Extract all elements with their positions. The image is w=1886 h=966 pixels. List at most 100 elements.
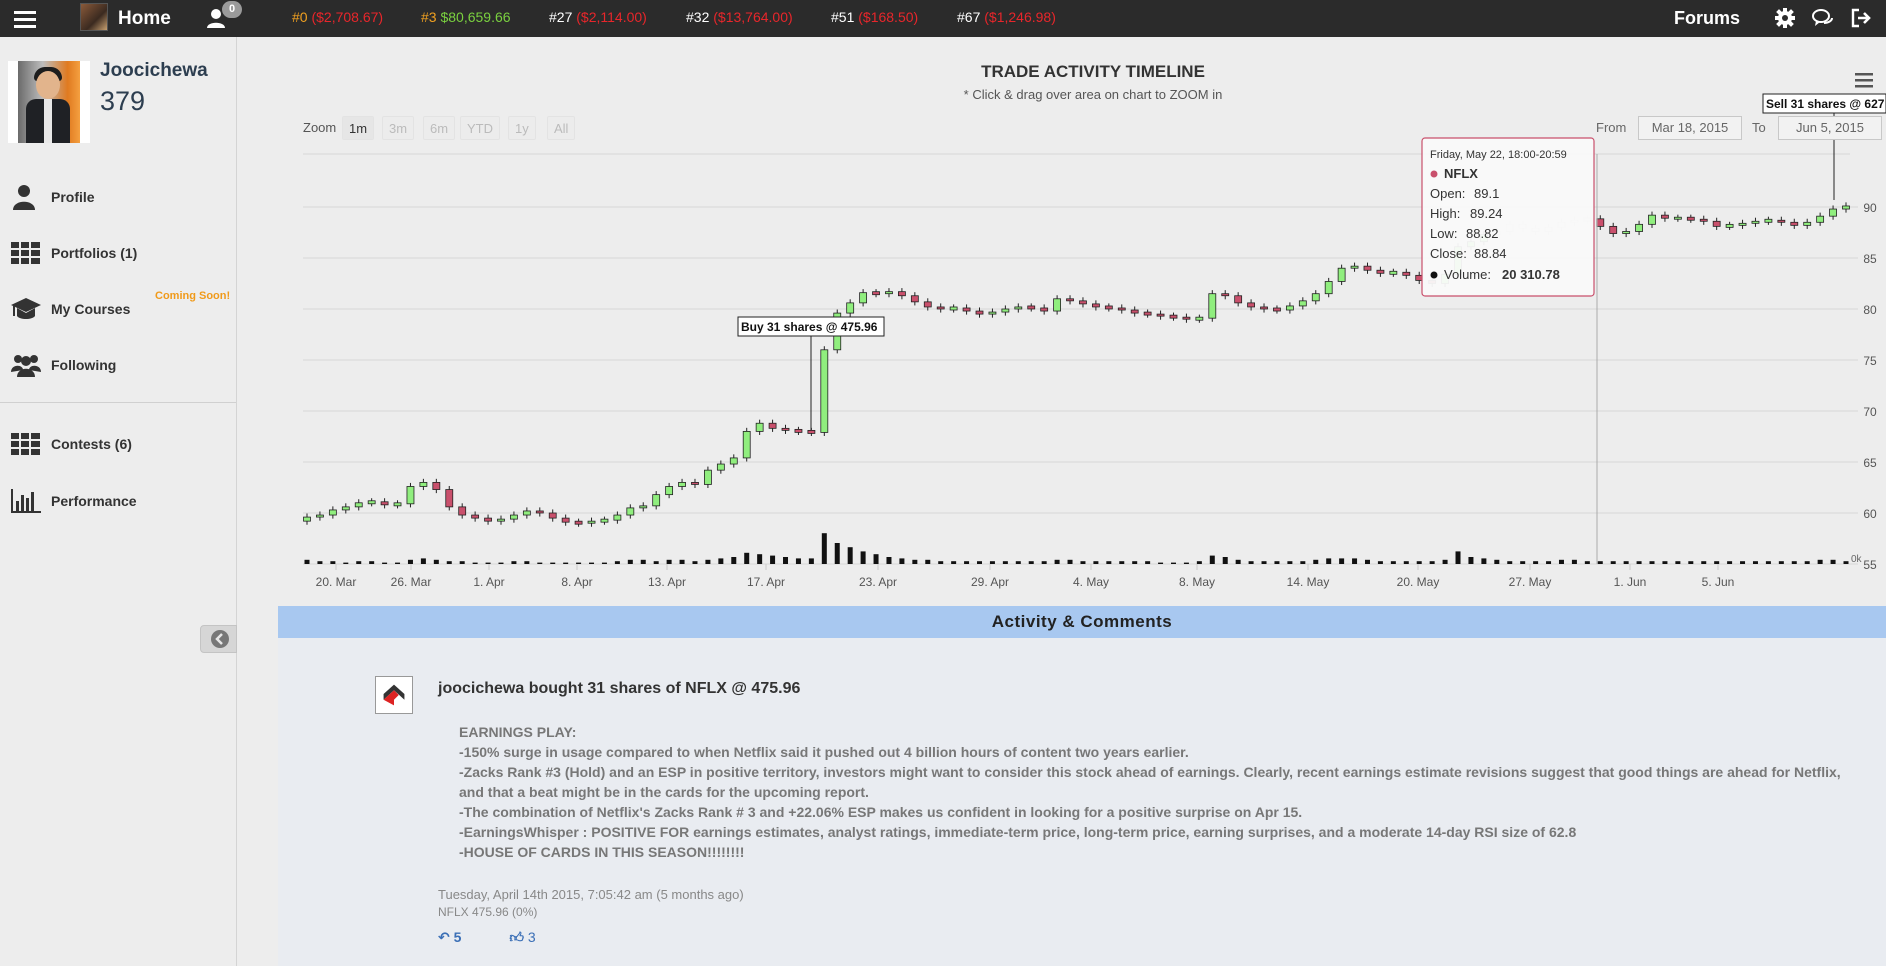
- post-avatar-logo[interactable]: [375, 676, 413, 714]
- candle-body[interactable]: [988, 311, 997, 315]
- ticker-item[interactable]: #27 ($2,114.00): [549, 9, 647, 25]
- candle-body[interactable]: [510, 514, 518, 520]
- candle-body[interactable]: [820, 349, 829, 433]
- candle-body[interactable]: [1699, 218, 1708, 222]
- candle-body[interactable]: [923, 301, 932, 308]
- zoom-1m-button[interactable]: 1m: [342, 116, 375, 140]
- sidebar-item-contests[interactable]: Contests (6): [0, 424, 236, 464]
- candle-body[interactable]: [548, 512, 557, 519]
- candle-body[interactable]: [885, 291, 893, 295]
- ticker-item[interactable]: #67 ($1,246.98): [957, 9, 1056, 25]
- candle-body[interactable]: [898, 291, 906, 297]
- candle-body[interactable]: [1790, 221, 1799, 226]
- candle-body[interactable]: [1803, 221, 1812, 226]
- candle-body[interactable]: [1596, 218, 1605, 227]
- candle-body[interactable]: [341, 506, 350, 511]
- candle-body[interactable]: [316, 514, 324, 518]
- candle-body[interactable]: [1208, 293, 1217, 319]
- candle-body[interactable]: [1725, 223, 1734, 228]
- candle-body[interactable]: [1350, 265, 1359, 269]
- candle-body[interactable]: [678, 481, 686, 487]
- candle-body[interactable]: [1285, 305, 1294, 311]
- candle-body[interactable]: [691, 481, 699, 485]
- chat-icon[interactable]: [1812, 7, 1834, 29]
- candle-body[interactable]: [1091, 303, 1100, 308]
- candle-body[interactable]: [471, 514, 480, 519]
- ticker-item[interactable]: #0 ($2,708.67): [292, 9, 384, 25]
- candle-body[interactable]: [1079, 300, 1087, 305]
- candle-body[interactable]: [303, 516, 311, 522]
- candle-body[interactable]: [393, 502, 402, 507]
- candle-body[interactable]: [458, 506, 467, 516]
- candle-body[interactable]: [419, 481, 428, 487]
- candle-body[interactable]: [729, 457, 738, 465]
- candle-body[interactable]: [1014, 306, 1023, 310]
- candle-body[interactable]: [1738, 222, 1747, 226]
- candle-body[interactable]: [1234, 295, 1243, 304]
- candle-body[interactable]: [354, 502, 363, 508]
- candle-body[interactable]: [768, 422, 777, 429]
- candle-body[interactable]: [872, 291, 880, 296]
- profile-name[interactable]: Joocichewa: [100, 60, 208, 81]
- candle-body[interactable]: [328, 509, 337, 516]
- candle-body[interactable]: [1247, 302, 1255, 308]
- candle-body[interactable]: [742, 430, 751, 459]
- candle-body[interactable]: [794, 428, 803, 433]
- candle-body[interactable]: [1324, 281, 1333, 295]
- candle-body[interactable]: [1066, 298, 1074, 302]
- candle-body[interactable]: [1777, 219, 1786, 223]
- candlestick-chart-svg[interactable]: 55 60 65 70 75 80 85 90 0k 20. Mar 26. Mar 1. Apr 8.…: [278, 50, 1886, 605]
- ticker-item[interactable]: #51 ($168.50): [831, 9, 919, 25]
- candle-body[interactable]: [445, 489, 454, 508]
- candle-body[interactable]: [1648, 214, 1656, 225]
- candle-body[interactable]: [613, 514, 622, 521]
- candle-body[interactable]: [1182, 316, 1191, 320]
- candle-body[interactable]: [380, 501, 389, 506]
- candle-body[interactable]: [1053, 298, 1062, 312]
- candle-body[interactable]: [1673, 216, 1682, 220]
- gear-icon[interactable]: [1774, 7, 1796, 29]
- candle-body[interactable]: [1363, 265, 1372, 271]
- candle-body[interactable]: [846, 302, 855, 314]
- candle-body[interactable]: [1686, 216, 1695, 221]
- logout-icon[interactable]: [1850, 7, 1872, 29]
- sidebar-item-profile[interactable]: Profile: [0, 177, 236, 217]
- candle-body[interactable]: [432, 481, 441, 490]
- trade-activity-chart[interactable]: 55 60 65 70 75 80 85 90 0k 20. Mar 26. Mar 1. Apr 8.…: [278, 50, 1886, 605]
- candle-body[interactable]: [626, 507, 635, 516]
- candle-body[interactable]: [1156, 313, 1165, 317]
- candle-body[interactable]: [716, 463, 725, 471]
- candle-body[interactable]: [1337, 267, 1346, 282]
- candle-body[interactable]: [1609, 225, 1618, 234]
- candle-body[interactable]: [1764, 218, 1773, 223]
- candle-body[interactable]: [962, 307, 971, 312]
- candle-body[interactable]: [587, 520, 596, 524]
- candle-body[interactable]: [1130, 309, 1139, 314]
- candle-body[interactable]: [484, 517, 492, 522]
- candle-body[interactable]: [1260, 306, 1268, 310]
- candle-body[interactable]: [574, 520, 583, 525]
- sell-flag-box[interactable]: [1762, 93, 1886, 114]
- reply-button[interactable]: ↶ 5: [438, 929, 462, 945]
- zoom-ytd-button[interactable]: YTD: [460, 116, 500, 140]
- candle-body[interactable]: [807, 429, 816, 434]
- buy-flag-box[interactable]: [737, 316, 885, 337]
- zoom-1y-button[interactable]: 1y: [508, 116, 536, 140]
- candle-body[interactable]: [1829, 208, 1837, 217]
- candle-body[interactable]: [1195, 316, 1204, 321]
- sidebar-item-performance[interactable]: Performance: [0, 481, 236, 521]
- zoom-3m-button[interactable]: 3m: [382, 116, 415, 140]
- candle-body[interactable]: [1104, 305, 1113, 310]
- chart-menu-icon[interactable]: [1852, 68, 1876, 92]
- candle-body[interactable]: [600, 518, 609, 523]
- home-link[interactable]: Home: [118, 8, 171, 29]
- candle-body[interactable]: [665, 486, 674, 496]
- from-date-input[interactable]: Mar 18, 2015: [1638, 116, 1742, 140]
- collapse-sidebar-button[interactable]: [200, 625, 237, 653]
- sidebar-item-portfolios[interactable]: Portfolios (1): [0, 233, 236, 273]
- candle-body[interactable]: [1027, 305, 1036, 310]
- candle-body[interactable]: [949, 306, 958, 311]
- candle-body[interactable]: [367, 500, 376, 505]
- candle-body[interactable]: [1635, 223, 1643, 232]
- candle-body[interactable]: [781, 427, 790, 431]
